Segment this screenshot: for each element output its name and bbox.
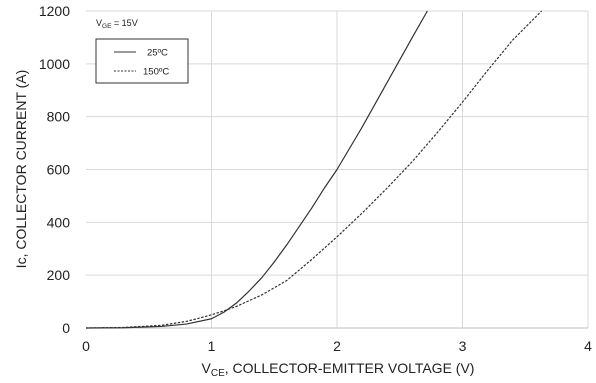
legend: 25ºC 150ºC <box>95 38 189 84</box>
x-tick-label: 4 <box>584 338 592 354</box>
x-tick-label: 1 <box>208 338 216 354</box>
x-tick-label: 0 <box>82 338 90 354</box>
grid <box>86 10 589 328</box>
series-line-150c <box>85 10 542 329</box>
y-tick-label: 200 <box>47 267 71 283</box>
x-tick-label: 3 <box>459 338 467 354</box>
y-tick-label: 600 <box>47 162 71 178</box>
x-tick-labels: 0 1 2 3 4 <box>82 338 592 354</box>
x-tick-label: 2 <box>333 338 341 354</box>
x-axis-title: VCE, COLLECTOR-EMITTER VOLTAGE (V) <box>202 360 475 379</box>
y-tick-label: 400 <box>47 214 71 230</box>
y-tick-label: 800 <box>47 109 71 125</box>
legend-box <box>95 38 189 84</box>
legend-label-25c: 25ºC <box>147 48 168 59</box>
series-line-25c <box>85 10 428 329</box>
y-tick-label: 0 <box>62 320 70 336</box>
annotation-vge: VGE = 15V <box>96 18 138 30</box>
y-axis-title: Ic, COLLECTOR CURRENT (A) <box>13 70 29 269</box>
y-tick-label: 1200 <box>39 3 70 19</box>
series-lines <box>85 10 542 329</box>
y-tick-labels: 0 200 400 600 800 1000 1200 <box>39 3 70 336</box>
y-tick-label: 1000 <box>39 56 70 72</box>
legend-label-150c: 150ºC <box>143 67 169 78</box>
